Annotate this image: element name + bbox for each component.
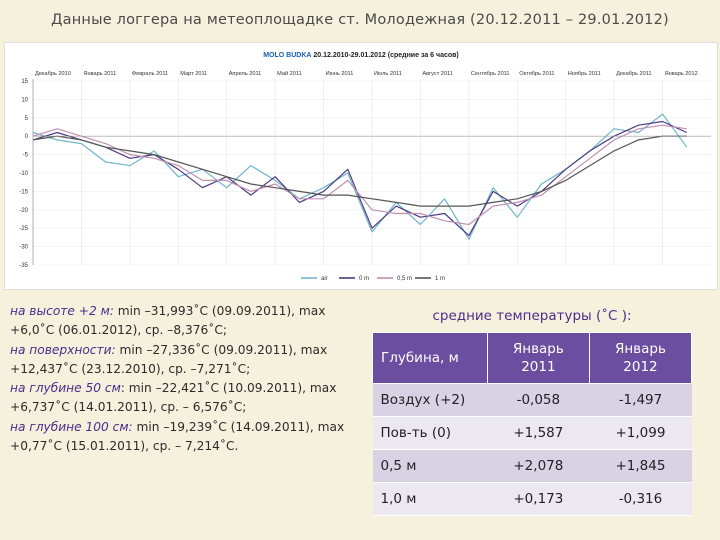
avg-temperature-table: Глубина, м Январь 2011 Январь 2012 Возду… bbox=[372, 332, 693, 516]
cell-jan-2011: +1,587 bbox=[487, 416, 590, 450]
chart-title: MOLO BUDKA 20.12.2010-29.01.2012 (средни… bbox=[263, 52, 459, 59]
cell-jan-2011: -0,058 bbox=[487, 383, 590, 417]
table-row: Пов-ть (0) +1,587 +1,099 bbox=[372, 416, 692, 450]
note-text-100cm: min –19,239˚С (14.09.2011), max +0,77˚С … bbox=[10, 419, 345, 454]
month-tick-label: Февраль 2011 bbox=[132, 71, 168, 77]
series-line-0-m bbox=[32, 120, 688, 237]
month-tick-label: Апрель 2011 bbox=[229, 71, 262, 77]
month-tick-label: Январь 2011 bbox=[83, 71, 116, 77]
y-tick-label: -30 bbox=[19, 245, 28, 251]
y-tick-label: -20 bbox=[19, 208, 28, 214]
temperature-chart: MOLO BUDKA 20.12.2010-29.01.2012 (средни… bbox=[4, 42, 718, 290]
cell-jan-2012: +1,845 bbox=[589, 449, 692, 483]
y-tick-label: -15 bbox=[19, 189, 28, 195]
col-header-jan-2011: Январь 2011 bbox=[486, 332, 590, 384]
legend-label: air bbox=[321, 276, 328, 282]
y-tick-label: 10 bbox=[21, 97, 28, 103]
legend-label: 0 m bbox=[359, 276, 369, 282]
cell-jan-2011: +2,078 bbox=[487, 449, 590, 483]
month-tick-label: Октябрь 2011 bbox=[519, 71, 554, 77]
table-title: средние температуры (˚С ): bbox=[432, 308, 632, 324]
legend-label: 1 m bbox=[435, 276, 445, 282]
note-header-surface: на поверхности: bbox=[10, 342, 116, 357]
cell-depth: 1,0 м bbox=[372, 482, 488, 516]
y-tick-label: 0 bbox=[25, 134, 29, 140]
month-tick-label: Июль 2011 bbox=[374, 71, 402, 77]
note-text-50cm: : min –22,421˚С (10.09.2011), max +6,737… bbox=[10, 381, 337, 415]
y-tick-label: -35 bbox=[19, 263, 28, 269]
series-line-0-5-m bbox=[32, 124, 687, 226]
table-row: Воздух (+2) -0,058 -1,497 bbox=[372, 383, 692, 417]
chart-axes: Декабрь 2010 Январь 2011 Февраль 2011 Март … bbox=[19, 70, 711, 269]
col-header-depth: Глубина, м bbox=[372, 332, 488, 384]
cell-depth: 0,5 м bbox=[372, 449, 488, 483]
month-tick-label: Ноябрь 2011 bbox=[568, 71, 601, 77]
y-tick-label: -10 bbox=[19, 171, 28, 177]
month-tick-label: Май 2011 bbox=[277, 70, 302, 77]
legend-label: 0,5 m bbox=[397, 276, 412, 282]
month-tick-label: Март 2011 bbox=[180, 71, 207, 77]
min-max-notes: на высоте +2 м: min –31,993˚С (09.09.201… bbox=[10, 302, 355, 456]
cell-jan-2012: -1,497 bbox=[589, 383, 692, 417]
note-text-air: min –31,993˚С (09.09.2011), max +6,0˚С (… bbox=[10, 304, 326, 338]
month-tick-label: Январь 2012 bbox=[665, 71, 698, 77]
note-header-100cm: на глубине 100 см: bbox=[10, 419, 133, 434]
month-tick-label: Сентябрь 2011 bbox=[471, 71, 510, 77]
series-line-air bbox=[32, 113, 688, 240]
note-text-surface: min –27,336˚С (09.09.2011), max +12,437˚… bbox=[10, 342, 328, 376]
table-row: 1,0 м +0,173 -0,316 bbox=[372, 482, 692, 516]
note-header-air: на высоте +2 м: bbox=[10, 304, 114, 318]
chart-svg: MOLO BUDKA 20.12.2010-29.01.2012 (средни… bbox=[19, 52, 711, 282]
cell-jan-2012: +1,099 bbox=[589, 416, 692, 450]
cell-depth: Пов-ть (0) bbox=[372, 416, 488, 450]
month-tick-label: Август 2011 bbox=[422, 71, 452, 77]
chart-title-range: 20.12.2010-29.01.2012 (средние за 6 часо… bbox=[313, 52, 458, 59]
cell-jan-2011: +0,173 bbox=[487, 482, 590, 516]
y-tick-label: -25 bbox=[19, 226, 28, 232]
chart-legend: air 0 m 0,5 m 1 m bbox=[301, 276, 445, 282]
chart-lines bbox=[32, 113, 688, 240]
note-header-50cm: на глубине 50 см bbox=[10, 381, 121, 396]
table-row: 0,5 м +2,078 +1,845 bbox=[372, 449, 692, 483]
series-line-1-m bbox=[32, 135, 687, 207]
chart-title-brand: MOLO BUDKA bbox=[263, 52, 311, 59]
cell-depth: Воздух (+2) bbox=[372, 383, 488, 417]
chart-grid bbox=[32, 79, 711, 266]
y-tick-label: 5 bbox=[25, 116, 29, 122]
cell-jan-2012: -0,316 bbox=[589, 482, 692, 516]
month-tick-label: Декабрь 2010 bbox=[35, 71, 71, 77]
y-tick-label: -5 bbox=[23, 153, 29, 159]
table-header-row: Глубина, м Январь 2011 Январь 2012 bbox=[372, 332, 693, 384]
col-header-jan-2012: Январь 2012 bbox=[588, 332, 693, 384]
month-tick-label: Декабрь 2011 bbox=[616, 71, 651, 77]
page-title: Данные логгера на метеоплощадке ст. Моло… bbox=[51, 12, 669, 28]
y-tick-label: 15 bbox=[21, 79, 28, 85]
month-tick-label: Июнь 2011 bbox=[326, 71, 354, 77]
